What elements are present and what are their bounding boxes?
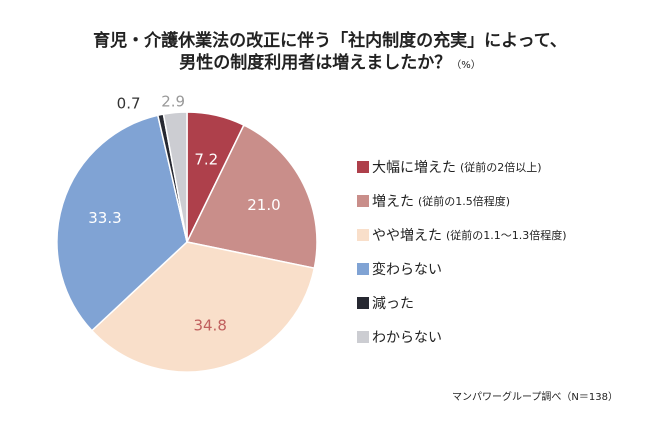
legend-item-3: 変わらない — [357, 252, 567, 286]
legend-note: (従前の2倍以上) — [460, 161, 542, 174]
legend-label: やや増えた — [372, 228, 442, 244]
title-line-1: 育児・介護休業法の改正に伴う「社内制度の充実」によって、 — [93, 31, 567, 51]
legend-swatch — [357, 297, 369, 309]
legend-swatch — [357, 263, 369, 275]
legend-label: 変わらない — [372, 262, 442, 278]
data-label-0: 7.2 — [194, 150, 218, 168]
legend-item-0: 大幅に増えた (従前の2倍以上) — [357, 150, 567, 184]
legend-item-2: やや増えた (従前の1.1～1.3倍程度) — [357, 218, 567, 252]
legend-label: 増えた — [372, 194, 414, 210]
data-label-2: 34.8 — [193, 317, 226, 335]
legend-note: (従前の1.5倍程度) — [418, 195, 511, 208]
legend-note: (従前の1.1～1.3倍程度) — [446, 229, 567, 242]
title-line-2: 男性の制度利用者は増えましたか？（%） — [179, 53, 481, 73]
data-label-5: 2.9 — [161, 93, 185, 111]
legend-label: わからない — [372, 330, 442, 346]
legend-label: 大幅に増えた — [372, 160, 456, 176]
legend-item-4: 減った — [357, 286, 567, 320]
chart-title: 育児・介護休業法の改正に伴う「社内制度の充実」によって、 男性の制度利用者は増え… — [0, 30, 660, 77]
source-note: マンパワーグループ調べ（N＝138） — [452, 392, 618, 403]
legend-swatch — [357, 229, 369, 241]
data-label-4: 0.7 — [117, 95, 141, 113]
legend-swatch — [357, 161, 369, 173]
data-label-1: 21.0 — [247, 196, 280, 214]
legend: 大幅に増えた (従前の2倍以上) 増えた (従前の1.5倍程度) やや増えた (従前の1.… — [357, 150, 567, 354]
legend-swatch — [357, 331, 369, 343]
pie-slice-1 — [185, 124, 318, 270]
pie-slice-2 — [90, 241, 316, 373]
legend-item-5: わからない — [357, 320, 567, 354]
legend-label: 減った — [372, 296, 414, 312]
pie-slice-5 — [162, 111, 188, 243]
unit-label: （%） — [451, 60, 481, 71]
legend-item-1: 増えた (従前の1.5倍程度) — [357, 184, 567, 218]
legend-swatch — [357, 195, 369, 207]
pie-slice-3 — [56, 114, 188, 332]
data-label-3: 33.3 — [88, 209, 121, 227]
